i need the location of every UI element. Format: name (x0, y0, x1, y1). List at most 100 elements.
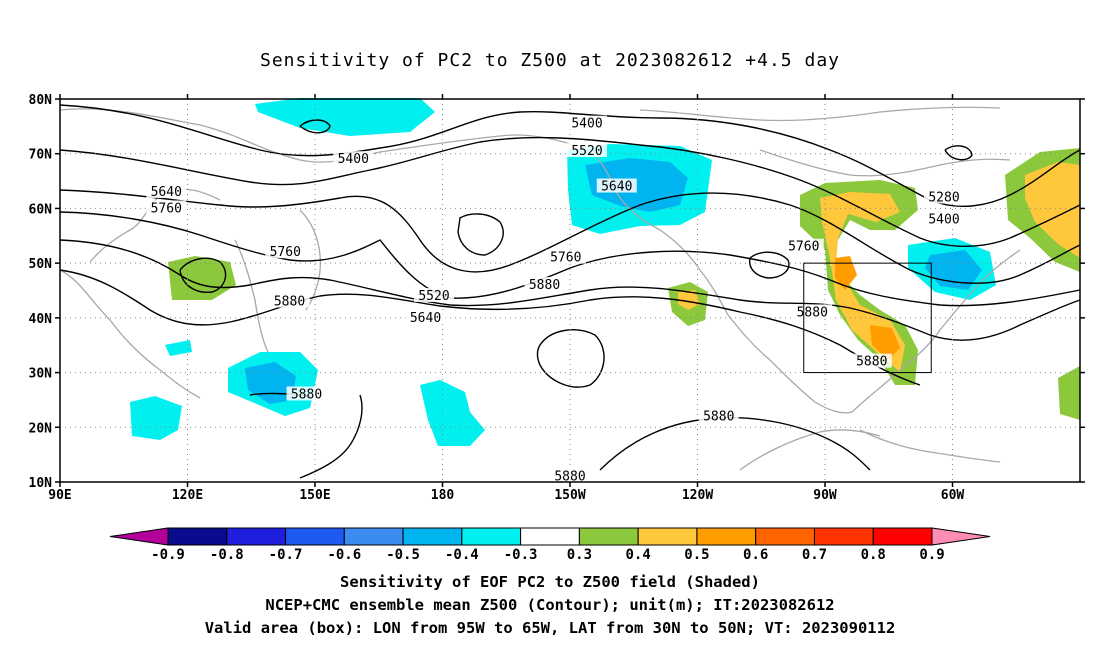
coastline (859, 429, 1001, 463)
contour-label: 5520 (571, 144, 602, 159)
map-title: Sensitivity of PC2 to Z500 at 2023082612… (259, 50, 840, 71)
contour-label-bg (146, 184, 187, 199)
lon-label: 90W (813, 488, 837, 503)
sensitivity-region (255, 98, 435, 136)
colorbar-swatch (402, 527, 463, 546)
sensitivity-region (420, 380, 485, 446)
colorbar-swatch (872, 527, 933, 546)
z500-contour (748, 251, 790, 279)
z500-contour (457, 213, 504, 256)
colorbar-label: -0.7 (269, 547, 303, 563)
colorbar-label: 0.8 (861, 547, 886, 563)
contour-label: 5280 (928, 190, 959, 205)
contour-label-bg (405, 309, 446, 324)
lon-label: 150W (554, 488, 585, 503)
contour-label-bg (265, 244, 306, 259)
sensitivity-region (870, 325, 900, 360)
coastline (851, 249, 1021, 413)
lat-label: 40N (29, 312, 53, 327)
contour-label-bg (792, 304, 833, 319)
lon-label: 60W (941, 488, 965, 503)
colorbar-label: -0.3 (504, 547, 538, 563)
contour-label-bg (924, 189, 964, 204)
colorbar-swatch (755, 527, 815, 546)
z500-contour (944, 145, 973, 161)
contour-label: 5760 (151, 201, 182, 216)
colorbar-label: -0.5 (386, 547, 420, 563)
colorbar-swatch (578, 527, 639, 546)
lon-label: 120W (682, 488, 713, 503)
sensitivity-region (130, 396, 182, 440)
z500-contour (536, 329, 605, 388)
z500-contour (59, 269, 921, 386)
contour-label-bg (414, 287, 454, 302)
sensitivity-region (835, 256, 857, 290)
colorbar-high-triangle (931, 527, 991, 546)
z500-contour (299, 119, 331, 134)
colorbar-label: -0.9 (151, 547, 185, 563)
lon-label: 90E (48, 488, 71, 503)
colorbar-label: 0.5 (684, 547, 709, 563)
contour-label: 5880 (797, 305, 828, 320)
lon-label: 150E (299, 488, 330, 503)
contour-label: 5520 (418, 289, 449, 304)
z500-contour (299, 394, 363, 479)
contour-label: 5760 (788, 240, 819, 255)
contour-label: 5880 (274, 294, 305, 309)
colorbar-label: 0.4 (626, 547, 651, 563)
z500-contour (179, 257, 227, 293)
contour-label: 5880 (703, 409, 734, 424)
contour-label: 5400 (928, 212, 959, 227)
colorbar-swatch (226, 527, 287, 546)
colorbar-label: 0.3 (567, 547, 592, 563)
lon-label: 120E (172, 488, 203, 503)
contour-label-bg (851, 353, 892, 368)
coastline (234, 239, 269, 353)
z500-contour (59, 239, 1081, 341)
contour-label-bg (524, 277, 565, 292)
contour-label: 5880 (291, 387, 322, 402)
coastline (639, 106, 1001, 122)
contour-label: 5400 (338, 152, 369, 167)
coastline (739, 429, 881, 471)
z500-contour (59, 104, 1081, 208)
contour-label-bg (567, 142, 607, 157)
colorbar-swatch (813, 527, 874, 546)
colorbar-swatch (461, 527, 522, 546)
contour-label: 5880 (554, 470, 585, 485)
contour-label-bg (146, 200, 187, 215)
sensitivity-region (165, 340, 192, 356)
coastline (89, 188, 221, 263)
contour-label: 5400 (571, 117, 602, 132)
lat-label: 10N (29, 476, 53, 491)
colorbar: -0.9 -0.8 -0.7 -0.6 -0.5 -0.4 -0.3 0.3 0.4 0.5 0.6… (109, 527, 991, 563)
colorbar-swatch (520, 527, 580, 546)
contour-label-bg (545, 249, 586, 264)
contour-label: 5880 (529, 278, 560, 293)
contour-label: 5640 (151, 185, 182, 200)
contour-label: 5880 (856, 355, 887, 370)
lon-label: 180 (431, 488, 455, 503)
contour-label: 5640 (601, 180, 632, 195)
colorbar-swatch (285, 527, 345, 546)
colorbar-label: 0.9 (919, 547, 944, 563)
sensitivity-region (1058, 366, 1080, 420)
coastline (299, 209, 322, 311)
lat-label: 20N (29, 421, 53, 436)
valid-area-rect (803, 262, 932, 374)
contour-label-bg (550, 468, 590, 483)
contour-label-bg (698, 408, 739, 423)
lat-label: 60N (29, 202, 53, 217)
footer-line-1: Sensitivity of EOF PC2 to Z500 field (Sh… (340, 573, 760, 591)
contour-label-bg (596, 178, 637, 193)
lat-label: 50N (29, 257, 53, 272)
z500-contour (599, 417, 871, 471)
sensitivity-region (678, 290, 700, 310)
lat-label: 30N (29, 367, 53, 382)
coastline (759, 149, 1011, 177)
contour-label-bg (269, 293, 310, 308)
lat-label: 80N (29, 93, 53, 108)
